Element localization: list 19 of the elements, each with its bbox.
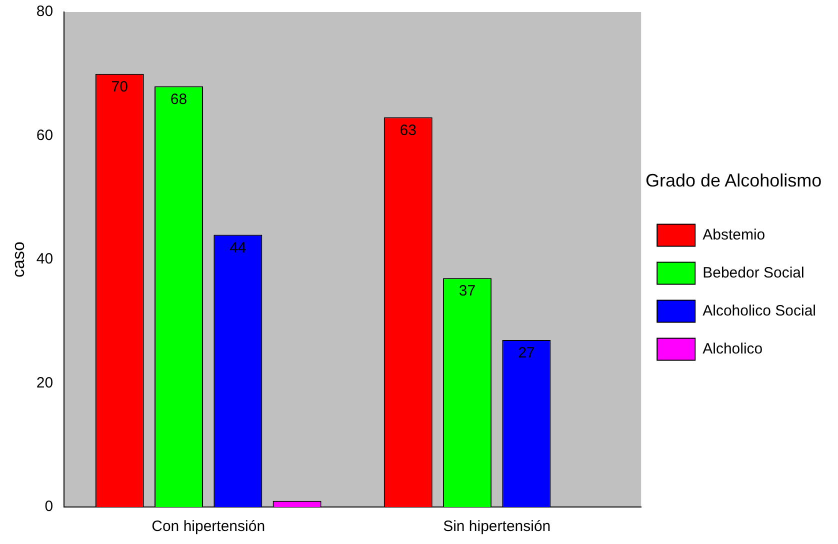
data-label: 70 <box>111 78 128 96</box>
y-tick-label: 80 <box>36 3 54 20</box>
data-label: 44 <box>230 239 246 256</box>
legend-label: Alcholico <box>702 340 763 358</box>
data-label: 63 <box>400 122 416 139</box>
data-label: 68 <box>170 90 188 108</box>
y-axis-title: caso <box>8 242 28 278</box>
x-tick-label: Sin hipertensión <box>443 518 551 536</box>
data-label: 27 <box>518 344 535 362</box>
legend-label: Abstemio <box>702 226 766 244</box>
y-tick-label: 0 <box>44 498 54 516</box>
legend-title: Grado de Alcoholismo <box>646 170 822 191</box>
x-tick-label: Con hipertensión <box>152 518 266 536</box>
y-tick-label: 40 <box>36 250 54 268</box>
legend-label: Alcoholico Social <box>702 302 816 320</box>
y-tick-label: 20 <box>36 374 54 392</box>
legend-label: Bebedor Social <box>702 264 804 282</box>
data-label: 37 <box>458 282 476 300</box>
y-tick-label: 60 <box>36 126 54 144</box>
